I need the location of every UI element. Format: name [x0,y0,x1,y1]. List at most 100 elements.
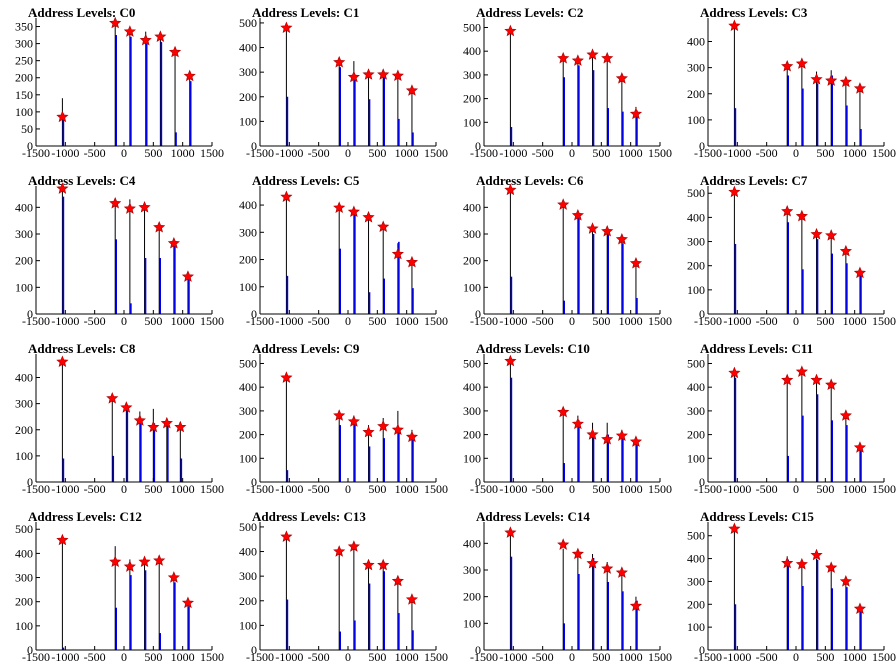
x-tick-label: 1500 [424,314,448,328]
star-marker [839,244,852,257]
star-marker [825,74,838,86]
x-tick-label: 500 [368,314,386,328]
chart-panel: Address Levels: C14 0 100 200 300 400 -1500 -10… [448,504,672,672]
star-marker [629,435,643,447]
x-tick-label: 0 [345,146,351,160]
y-tick-label: 500 [687,186,705,200]
x-tick-label: -1000 [723,314,751,328]
chart-title: Address Levels: C8 [28,341,136,356]
x-tick-label: -1000 [275,650,303,664]
star-marker [405,84,419,96]
x-tick-label: 0 [569,482,575,496]
y-tick-label: 300 [239,225,257,239]
y-tick-label: 300 [463,68,481,82]
y-tick-label: 0 [699,643,705,657]
y-tick-label: 200 [15,254,33,268]
chart-svg: Address Levels: C3 0 100 200 300 400 -1500 -100… [687,5,896,160]
x-tick-label: -1500 [22,314,50,328]
x-tick-label: 1500 [648,482,672,496]
x-tick-label: -1000 [51,314,79,328]
y-tick-label: 400 [463,200,481,214]
star-marker [377,419,390,432]
chart-panel: Address Levels: C8 0 100 200 300 400 -1500 -100… [0,336,224,504]
x-tick-label: -500 [756,482,778,496]
y-tick-label: 0 [475,643,481,657]
x-tick-label: -500 [84,482,106,496]
star-marker [629,107,643,120]
star-marker [810,548,823,561]
x-tick-label: 1000 [395,650,419,664]
chart-title: Address Levels: C1 [252,5,359,20]
star-marker [571,54,584,66]
y-tick-label: 300 [463,227,481,241]
chart-panel: Address Levels: C5 0 100 200 300 400 -1500 -100… [224,168,448,336]
x-tick-label: 500 [816,650,834,664]
x-tick-label: -1500 [694,482,722,496]
star-marker [839,409,852,421]
y-tick-label: 100 [239,114,257,128]
star-marker [405,430,419,443]
y-tick-label: 300 [687,61,705,75]
y-tick-label: 100 [687,620,705,634]
y-tick-label: 400 [15,371,33,385]
chart-title: Address Levels: C0 [28,5,135,20]
star-marker [56,355,69,368]
y-tick-label: 200 [687,259,705,273]
x-tick-label: -1500 [694,314,722,328]
x-tick-label: -1500 [246,314,274,328]
y-tick-label: 0 [699,307,705,321]
star-marker [174,420,187,433]
star-marker [377,558,390,571]
x-tick-label: 0 [569,146,575,160]
star-marker [601,224,614,237]
x-tick-label: 1500 [200,482,224,496]
y-tick-label: 0 [251,307,257,321]
star-marker [504,183,517,196]
star-marker [362,558,375,571]
chart-svg: Address Levels: C15 0 100 200 300 400 500 -1500… [687,509,896,664]
star-marker [781,204,794,217]
chart-svg: Address Levels: C12 0 100 200 300 400 500 -1500… [15,509,224,664]
star-marker [728,522,741,535]
y-tick-label: 100 [463,115,481,129]
y-tick-label: 100 [687,113,705,127]
y-tick-label: 200 [239,594,257,608]
star-marker [160,416,173,429]
y-tick-label: 400 [239,545,257,559]
star-marker [825,378,838,390]
y-tick-label: 0 [475,307,481,321]
x-tick-label: 0 [345,650,351,664]
star-marker [123,25,136,37]
x-tick-label: 0 [121,314,127,328]
x-tick-label: -500 [532,314,554,328]
y-tick-label: 300 [15,37,33,51]
x-tick-label: -500 [532,146,554,160]
y-tick-label: 500 [687,529,705,543]
x-tick-label: 1500 [872,482,896,496]
x-tick-label: 1000 [395,314,419,328]
chart-panel: Address Levels: C1 0 100 200 300 400 500 -1500-… [224,0,448,168]
x-tick-label: 1500 [648,650,672,664]
x-tick-label: 1000 [171,314,195,328]
star-marker [728,185,741,198]
star-marker [405,593,419,605]
x-tick-label: 500 [144,482,162,496]
star-marker [728,19,741,32]
x-tick-label: 500 [368,650,386,664]
y-tick-label: 500 [463,356,481,370]
y-tick-label: 200 [687,428,705,442]
y-tick-label: 100 [239,451,257,465]
x-tick-label: 1000 [843,650,867,664]
x-tick-label: -1500 [694,146,722,160]
y-tick-label: 150 [15,88,33,102]
star-marker [280,21,293,34]
x-tick-label: 1000 [171,650,195,664]
star-marker [138,200,151,213]
x-tick-label: 500 [816,482,834,496]
x-tick-label: -1000 [499,314,527,328]
star-marker [795,557,808,570]
x-tick-label: 0 [793,146,799,160]
y-tick-label: 300 [239,569,257,583]
y-tick-label: 0 [475,475,481,489]
x-tick-label: -1000 [499,482,527,496]
